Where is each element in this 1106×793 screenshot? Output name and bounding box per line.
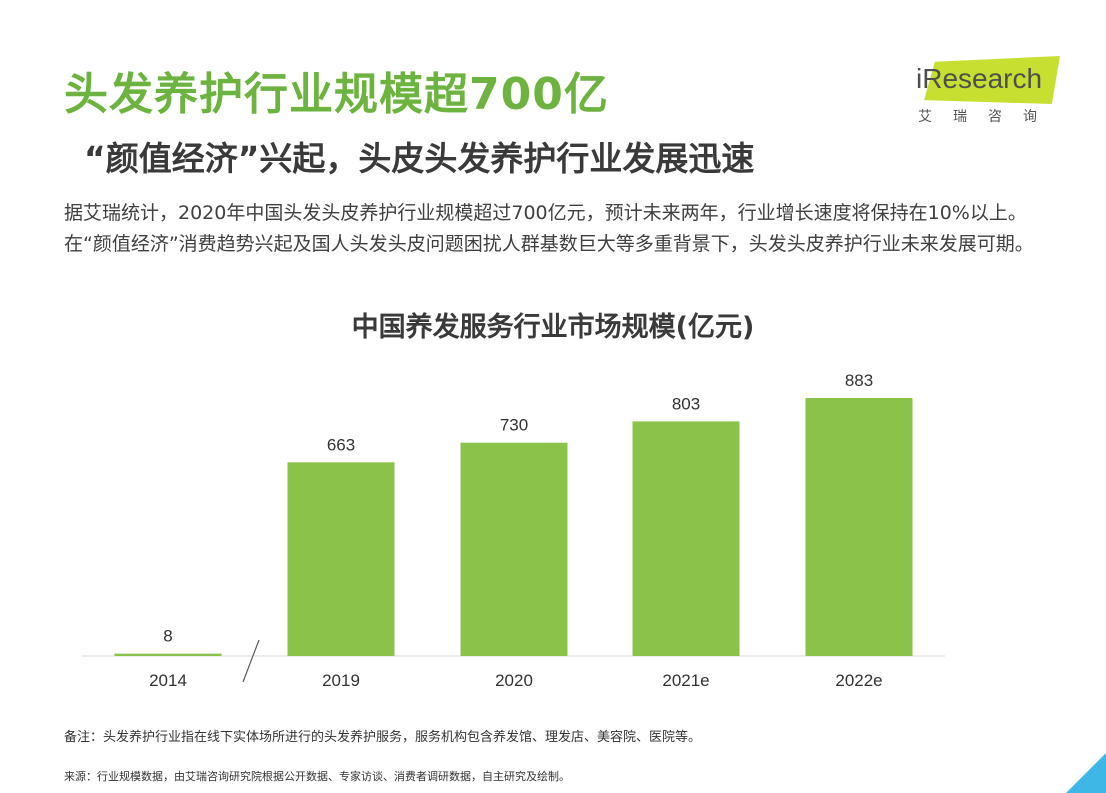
source-note: 来源：行业规模数据，由艾瑞咨询研究院根据公开数据、专家访谈、消费者调研数据，自主…: [64, 770, 570, 783]
x-tick-label-2022e: 2022e: [835, 671, 882, 690]
footnote: 备注：头发养护行业指在线下实体场所进行的头发养护服务，服务机构包含养发馆、理发店…: [64, 730, 702, 745]
bar-2022e: [805, 398, 913, 656]
bar-2020: [460, 442, 568, 656]
bar-2019: [287, 462, 395, 656]
chart-title: 中国养发服务行业市场规模(亿元): [351, 312, 755, 343]
x-tick-label-2014: 2014: [149, 671, 187, 690]
iresearch-logo: iResearch 艾瑞咨询: [910, 56, 1060, 128]
data-label-2014: 8: [163, 627, 172, 646]
logo-wordmark: iResearch: [916, 63, 1043, 94]
axis-break-mark: [242, 639, 260, 683]
page-title: 头发养护行业规模超700亿: [64, 69, 609, 120]
x-tick-label-2020: 2020: [495, 671, 533, 690]
page-subtitle: “颜值经济”兴起，头皮头发养护行业发展迅速: [84, 139, 755, 178]
bar-2021e: [632, 421, 740, 656]
data-label-2020: 730: [500, 416, 528, 435]
bar-2014: [114, 653, 222, 656]
logo-subtext: 艾瑞咨询: [918, 109, 1058, 125]
logo-badge: [924, 56, 1060, 104]
x-tick-label-2019: 2019: [322, 671, 360, 690]
summary-paragraph: 据艾瑞统计，2020年中国头发头皮养护行业规模超过700亿元，预计未来两年，行业…: [64, 202, 1034, 255]
data-label-2022e: 883: [845, 371, 873, 390]
x-tick-label-2021e: 2021e: [662, 671, 709, 690]
data-label-2019: 663: [327, 435, 355, 454]
data-label-2021e: 803: [672, 394, 700, 413]
